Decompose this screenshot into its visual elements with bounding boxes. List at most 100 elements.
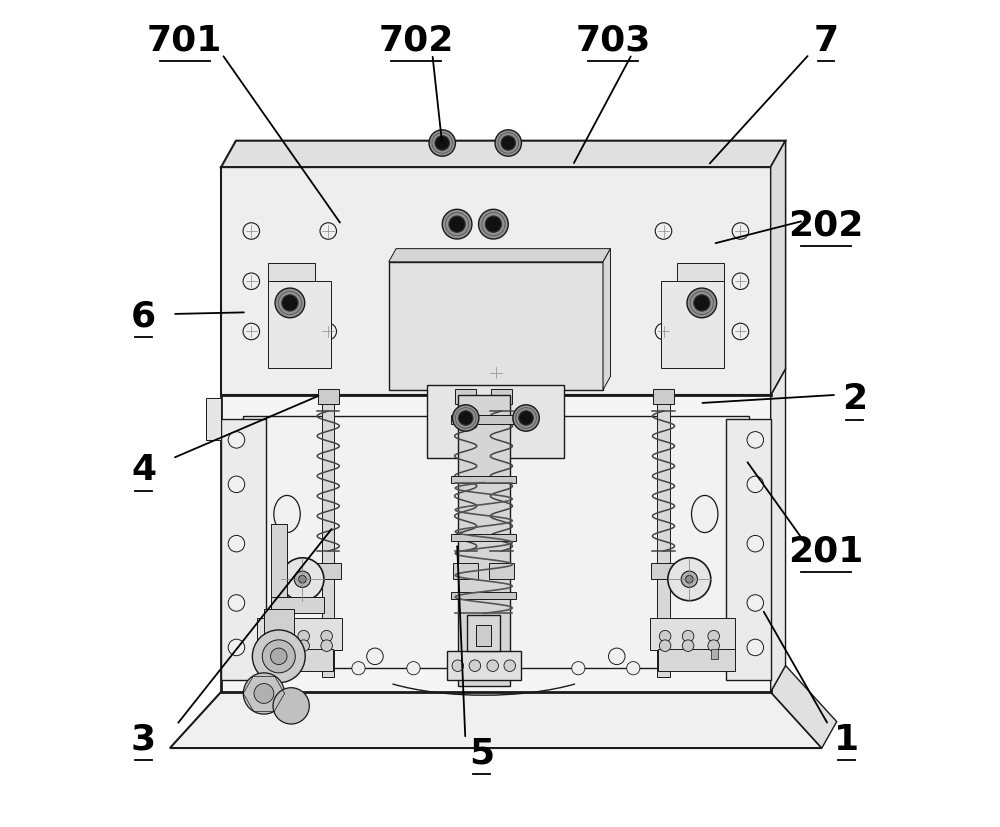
Circle shape — [280, 626, 294, 639]
Circle shape — [228, 432, 245, 448]
Circle shape — [519, 411, 533, 426]
Circle shape — [228, 595, 245, 611]
Bar — [453, 563, 478, 580]
Circle shape — [655, 223, 672, 240]
Circle shape — [659, 631, 671, 643]
Circle shape — [294, 571, 311, 588]
Ellipse shape — [692, 496, 718, 533]
Circle shape — [698, 626, 711, 639]
Bar — [257, 649, 333, 672]
Text: 5: 5 — [469, 736, 494, 770]
Circle shape — [668, 558, 711, 601]
Bar — [268, 282, 331, 369]
Polygon shape — [771, 141, 786, 692]
Circle shape — [487, 660, 498, 672]
Circle shape — [321, 640, 332, 652]
Bar — [264, 609, 294, 633]
Bar — [658, 649, 735, 672]
Circle shape — [513, 405, 539, 432]
Bar — [451, 592, 516, 599]
Circle shape — [320, 223, 336, 240]
Bar — [243, 417, 749, 668]
Circle shape — [682, 631, 694, 643]
Circle shape — [458, 411, 473, 426]
Text: 201: 201 — [788, 534, 864, 568]
Circle shape — [449, 217, 465, 233]
Circle shape — [747, 476, 764, 493]
Text: 7: 7 — [813, 24, 839, 58]
Circle shape — [747, 432, 764, 448]
Circle shape — [504, 660, 516, 672]
Circle shape — [282, 295, 298, 312]
Circle shape — [271, 648, 287, 665]
Circle shape — [747, 536, 764, 552]
Circle shape — [488, 648, 504, 665]
Circle shape — [275, 289, 305, 318]
Bar — [221, 168, 771, 396]
Ellipse shape — [274, 496, 300, 533]
Text: 4: 4 — [131, 452, 156, 486]
Circle shape — [489, 662, 502, 675]
Circle shape — [228, 639, 245, 656]
Bar — [455, 390, 476, 404]
Bar — [651, 563, 676, 580]
Bar — [711, 650, 718, 659]
Circle shape — [732, 274, 749, 290]
Circle shape — [435, 136, 449, 151]
Circle shape — [243, 673, 285, 715]
Text: 2: 2 — [842, 382, 867, 416]
Circle shape — [572, 662, 585, 675]
Bar — [451, 416, 516, 425]
Bar — [495, 398, 508, 677]
Circle shape — [299, 576, 306, 583]
Bar — [389, 262, 603, 390]
Circle shape — [429, 131, 455, 157]
Polygon shape — [771, 666, 837, 748]
Bar — [206, 399, 221, 440]
Bar — [661, 282, 724, 369]
Bar — [458, 396, 510, 686]
Circle shape — [659, 640, 671, 652]
Circle shape — [732, 223, 749, 240]
Circle shape — [243, 274, 260, 290]
Bar — [221, 419, 266, 681]
Circle shape — [708, 640, 719, 652]
Circle shape — [694, 295, 710, 312]
Bar — [726, 419, 771, 681]
Bar — [653, 390, 674, 404]
Bar — [650, 618, 735, 651]
Circle shape — [352, 662, 365, 675]
Circle shape — [228, 536, 245, 552]
Bar — [451, 476, 516, 483]
Text: 6: 6 — [131, 299, 156, 333]
Circle shape — [243, 324, 260, 340]
Circle shape — [273, 688, 309, 724]
Circle shape — [681, 571, 697, 588]
Circle shape — [262, 640, 295, 673]
Circle shape — [685, 576, 693, 583]
Circle shape — [627, 662, 640, 675]
Circle shape — [272, 631, 284, 643]
Circle shape — [228, 476, 245, 493]
Circle shape — [469, 660, 481, 672]
Circle shape — [479, 210, 508, 240]
Circle shape — [682, 640, 694, 652]
Polygon shape — [389, 249, 610, 262]
Bar — [315, 563, 341, 580]
Bar — [491, 390, 512, 404]
Bar — [271, 524, 287, 614]
Bar — [657, 398, 670, 677]
Bar — [451, 534, 516, 541]
Bar — [467, 615, 500, 651]
Bar — [271, 597, 324, 614]
Bar — [322, 398, 334, 677]
Circle shape — [609, 648, 625, 665]
Circle shape — [708, 631, 719, 643]
Polygon shape — [221, 141, 786, 168]
Bar — [257, 618, 342, 651]
Text: 1: 1 — [834, 722, 859, 756]
Circle shape — [501, 136, 516, 151]
Circle shape — [488, 365, 504, 381]
Text: 701: 701 — [147, 24, 222, 58]
Circle shape — [655, 324, 672, 340]
